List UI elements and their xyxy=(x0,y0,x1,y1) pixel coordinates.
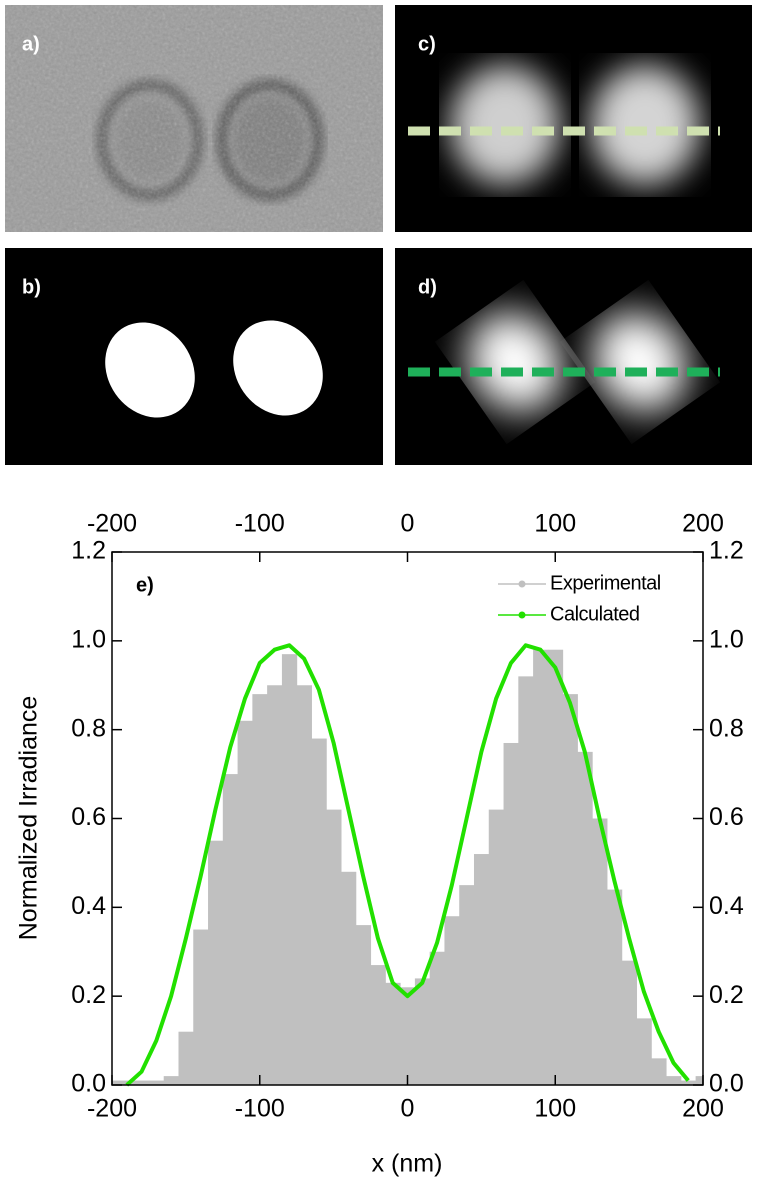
area-bar xyxy=(695,1076,704,1085)
area-bar xyxy=(577,751,593,1085)
area-bar xyxy=(370,965,386,1085)
area-bar xyxy=(281,654,298,1085)
plot-area xyxy=(112,643,704,1087)
area-bar xyxy=(311,738,327,1085)
x2-tick-label: 0 xyxy=(401,510,415,538)
area-bar xyxy=(651,1058,667,1085)
area-bar xyxy=(296,685,312,1085)
area-bar xyxy=(193,929,209,1085)
line xyxy=(125,643,690,1087)
y-axis-label: Normalized Irradiance xyxy=(15,696,43,941)
area-bar xyxy=(178,1031,194,1085)
y-tick-label: 0.6 xyxy=(71,803,106,831)
y2-tick-label: 1.2 xyxy=(709,537,744,565)
legend-marker xyxy=(518,611,526,619)
x2-tick-label: 200 xyxy=(682,510,724,538)
area-bar xyxy=(355,925,372,1085)
panel-d: d) xyxy=(395,248,752,465)
y-tick-label: 0.8 xyxy=(71,714,106,742)
x2-tick-label: 100 xyxy=(534,510,576,538)
area-bar xyxy=(222,774,239,1085)
x-axis-label: x (nm) xyxy=(372,1150,443,1178)
y2-tick-label: 0.6 xyxy=(709,803,744,831)
chart: x (nm) Normalized Irradiance e) -200 -100… xyxy=(15,510,744,1178)
area-bar xyxy=(341,871,357,1085)
y2-tick-label: 0.0 xyxy=(709,1070,744,1098)
y-tick-label: 0.2 xyxy=(71,981,106,1009)
panel-a: a) xyxy=(5,5,383,232)
y2-tick-label: 0.8 xyxy=(709,714,744,742)
area-bar xyxy=(459,885,475,1085)
y-tick-label: 0.0 xyxy=(71,1070,106,1098)
area-bar xyxy=(547,649,564,1085)
area-bar xyxy=(326,809,342,1085)
area-bar xyxy=(429,951,445,1085)
area-bar xyxy=(533,649,549,1085)
area-bar xyxy=(666,1076,682,1085)
panel-c: c) xyxy=(395,5,752,232)
area-bar xyxy=(252,694,268,1085)
area-bar xyxy=(680,1080,697,1085)
x-tick-label: -100 xyxy=(235,1095,285,1123)
panel-label: c) xyxy=(418,33,436,55)
area-bar xyxy=(606,889,623,1085)
x-tick-label: 100 xyxy=(534,1095,576,1123)
y2-tick-label: 1.0 xyxy=(709,625,744,653)
annotation: e) xyxy=(136,574,154,596)
area-bar xyxy=(267,685,283,1085)
x2-tick-label: -200 xyxy=(87,510,137,538)
panel-label: d) xyxy=(418,276,437,298)
x-tick-label: -200 xyxy=(87,1095,137,1123)
area-bar xyxy=(503,742,519,1085)
y-tick-label: 0.4 xyxy=(71,892,106,920)
legend-marker xyxy=(518,580,526,588)
area-bar xyxy=(112,1080,120,1085)
panel-b: b) xyxy=(5,248,383,465)
area-bar xyxy=(385,982,401,1085)
y-tick-label: 1.0 xyxy=(71,625,106,653)
y-tick-label: 1.2 xyxy=(71,537,106,565)
area-bar xyxy=(237,720,253,1085)
legend-label: Calculated xyxy=(550,603,640,625)
area-bar xyxy=(592,818,608,1085)
area-bar xyxy=(163,1076,179,1085)
area-bar xyxy=(400,987,416,1085)
panel-label: a) xyxy=(22,33,40,55)
area-bar xyxy=(636,1018,652,1085)
area-bar xyxy=(414,978,431,1085)
area-bar xyxy=(621,960,638,1085)
area-bar xyxy=(208,840,224,1085)
x-tick-label: 0 xyxy=(401,1095,415,1123)
area-bar xyxy=(473,854,490,1085)
y2-tick-label: 0.2 xyxy=(709,981,744,1009)
x2-tick-label: -100 xyxy=(235,510,285,538)
area-bar xyxy=(444,916,460,1085)
area-bar xyxy=(134,1080,150,1085)
panel-label: b) xyxy=(22,276,41,298)
area-bar xyxy=(488,809,505,1085)
area-bar xyxy=(562,694,578,1085)
area-bar xyxy=(148,1080,165,1085)
area-bar xyxy=(518,676,534,1085)
y2-tick-label: 0.4 xyxy=(709,892,744,920)
x-tick-label: 200 xyxy=(682,1095,724,1123)
legend-label: Experimental xyxy=(550,572,661,594)
